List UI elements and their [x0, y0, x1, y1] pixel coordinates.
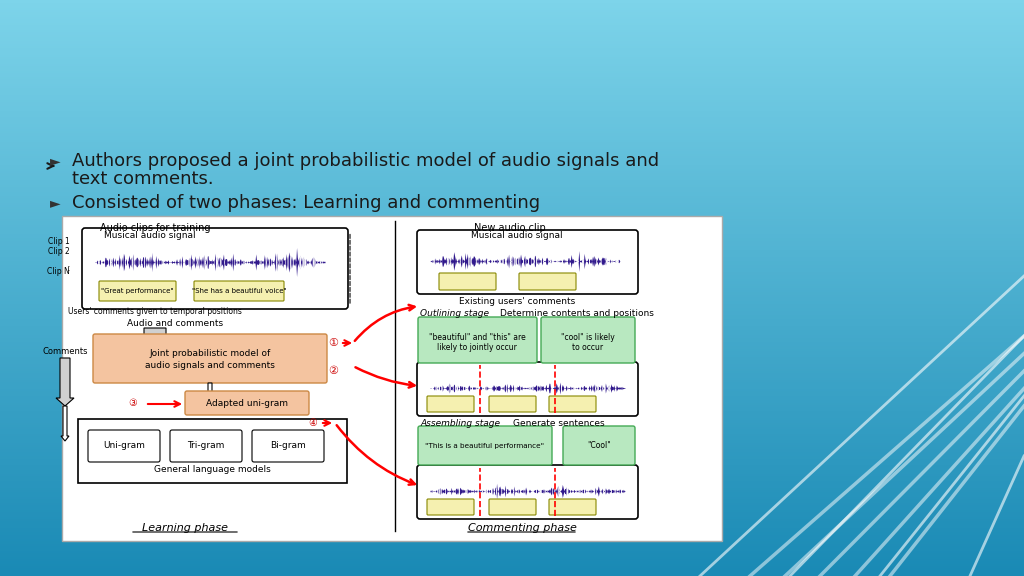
Text: Joint probabilistic model of: Joint probabilistic model of	[150, 350, 270, 358]
FancyBboxPatch shape	[519, 273, 575, 290]
Text: Clip 1: Clip 1	[48, 237, 70, 245]
FancyBboxPatch shape	[417, 230, 638, 294]
Text: Tri-gram: Tri-gram	[187, 441, 224, 450]
FancyBboxPatch shape	[427, 499, 474, 515]
FancyBboxPatch shape	[170, 430, 242, 462]
Text: Determine contents and positions: Determine contents and positions	[500, 309, 654, 319]
Text: ①: ①	[328, 338, 338, 348]
Text: "She has a beautiful voice": "She has a beautiful voice"	[191, 288, 287, 294]
Text: "Great performance": "Great performance"	[100, 288, 173, 294]
Text: General language models: General language models	[154, 464, 270, 473]
Text: Generate sentences: Generate sentences	[513, 419, 604, 427]
Text: "Cool": "Cool"	[587, 441, 611, 450]
FancyBboxPatch shape	[62, 216, 722, 541]
Text: Outlining stage: Outlining stage	[420, 309, 489, 319]
Text: Consisted of two phases: Learning and commenting: Consisted of two phases: Learning and co…	[72, 194, 540, 212]
Text: Learning phase: Learning phase	[142, 523, 228, 533]
Text: "This is a beautiful performance": "This is a beautiful performance"	[425, 443, 545, 449]
FancyArrow shape	[206, 383, 214, 406]
Text: Comments: Comments	[42, 347, 88, 355]
FancyBboxPatch shape	[194, 281, 284, 301]
Text: Adapted uni-gram: Adapted uni-gram	[206, 399, 288, 407]
Text: Existing users' comments: Existing users' comments	[459, 297, 575, 305]
FancyBboxPatch shape	[549, 499, 596, 515]
Text: Audio and comments: Audio and comments	[127, 320, 223, 328]
Text: New audio clip: New audio clip	[474, 223, 546, 233]
FancyBboxPatch shape	[418, 426, 552, 465]
Text: Musical audio signal: Musical audio signal	[471, 232, 563, 241]
FancyBboxPatch shape	[563, 426, 635, 465]
FancyBboxPatch shape	[78, 419, 347, 483]
Text: Musical audio signal: Musical audio signal	[104, 232, 196, 241]
FancyBboxPatch shape	[82, 228, 348, 309]
FancyBboxPatch shape	[252, 430, 324, 462]
Text: text comments.: text comments.	[72, 170, 214, 188]
Text: ④: ④	[308, 418, 317, 428]
Text: Clip N: Clip N	[47, 267, 70, 276]
Text: .: .	[67, 263, 70, 273]
Text: Uni-gram: Uni-gram	[103, 441, 145, 450]
FancyBboxPatch shape	[417, 465, 638, 519]
Text: Bi-gram: Bi-gram	[270, 441, 306, 450]
FancyArrow shape	[56, 358, 74, 406]
Text: ►: ►	[50, 154, 60, 168]
Text: Commenting phase: Commenting phase	[468, 523, 577, 533]
Text: Clip 2: Clip 2	[48, 247, 70, 256]
FancyArrow shape	[139, 328, 171, 364]
Text: Users' comments given to temporal positions: Users' comments given to temporal positi…	[68, 306, 242, 316]
FancyBboxPatch shape	[439, 273, 496, 290]
FancyBboxPatch shape	[93, 334, 327, 383]
FancyBboxPatch shape	[489, 396, 536, 412]
FancyBboxPatch shape	[88, 430, 160, 462]
Text: "cool" is likely: "cool" is likely	[561, 334, 614, 343]
Text: "beautiful" and "this" are: "beautiful" and "this" are	[429, 334, 525, 343]
FancyBboxPatch shape	[417, 362, 638, 416]
FancyArrow shape	[61, 406, 69, 441]
FancyBboxPatch shape	[541, 317, 635, 363]
Text: ②: ②	[328, 366, 338, 376]
Text: Audio clips for training: Audio clips for training	[99, 223, 210, 233]
FancyBboxPatch shape	[549, 396, 596, 412]
FancyBboxPatch shape	[427, 396, 474, 412]
FancyBboxPatch shape	[99, 281, 176, 301]
Text: Assembling stage: Assembling stage	[420, 419, 500, 427]
Text: audio signals and comments: audio signals and comments	[145, 362, 274, 370]
FancyBboxPatch shape	[185, 391, 309, 415]
Text: Authors proposed a joint probabilistic model of audio signals and: Authors proposed a joint probabilistic m…	[72, 152, 659, 170]
Text: .: .	[67, 259, 70, 269]
Text: ③: ③	[129, 398, 137, 408]
Text: likely to jointly occur: likely to jointly occur	[437, 343, 517, 353]
FancyBboxPatch shape	[489, 499, 536, 515]
Text: ►: ►	[50, 196, 60, 210]
FancyBboxPatch shape	[418, 317, 537, 363]
Text: to occur: to occur	[572, 343, 603, 353]
